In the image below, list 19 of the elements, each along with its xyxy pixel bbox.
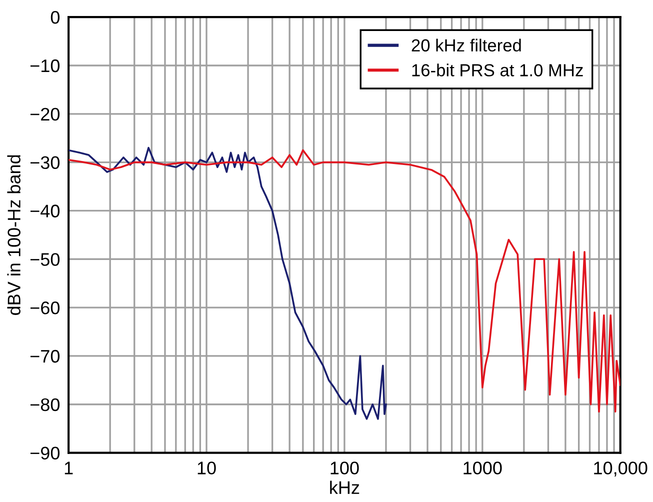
y-tick-label: −90 xyxy=(30,446,60,460)
y-tick-label: −80 xyxy=(30,398,60,412)
y-tick-label: −70 xyxy=(30,350,60,363)
y-tick-label: 0 xyxy=(50,11,60,24)
y-tick-label: −60 xyxy=(30,301,60,314)
x-tick-label: 1000 xyxy=(464,462,502,474)
y-tick-label: −10 xyxy=(30,59,60,72)
y-tick-label: −20 xyxy=(30,108,60,121)
x-axis-title: kHz xyxy=(330,480,360,494)
x-tick-label: 100 xyxy=(330,462,359,474)
y-tick-label: −50 xyxy=(30,253,60,266)
y-axis-title: dBV in 100-Hz band xyxy=(7,155,20,315)
legend-label: 20 kHz filtered xyxy=(412,38,521,52)
x-tick-label: 10,000 xyxy=(594,462,648,477)
x-tick-label: 1 xyxy=(64,462,73,474)
y-tick-label: −40 xyxy=(30,204,60,218)
y-tick-label: −30 xyxy=(30,156,60,170)
x-tick-label: 10 xyxy=(198,462,216,474)
legend-label: 16-bit PRS at 1.0 MHz xyxy=(412,64,583,76)
